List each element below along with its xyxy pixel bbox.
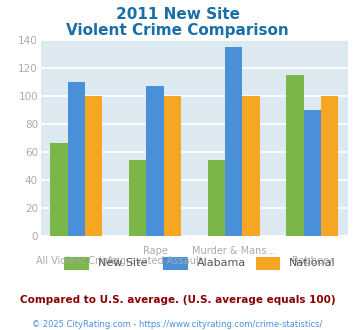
Bar: [321, 96, 338, 236]
Bar: [242, 96, 260, 236]
Text: Rape: Rape: [143, 246, 168, 256]
Text: Robbery: Robbery: [292, 256, 333, 266]
Text: 2011 New Site: 2011 New Site: [115, 7, 240, 22]
Text: National: National: [289, 258, 336, 268]
Bar: [304, 110, 321, 236]
Text: Murder & Mans...: Murder & Mans...: [192, 246, 275, 256]
Bar: [164, 96, 181, 236]
Text: New Site: New Site: [98, 258, 147, 268]
Text: Alabama: Alabama: [197, 258, 246, 268]
Text: All Violent Crime: All Violent Crime: [36, 256, 117, 266]
Bar: [286, 75, 304, 236]
Bar: [225, 47, 242, 236]
Text: Aggravated Assault: Aggravated Assault: [107, 256, 203, 266]
Bar: [146, 86, 164, 236]
Bar: [67, 82, 85, 236]
Bar: [208, 160, 225, 236]
Bar: [85, 96, 102, 236]
Text: Violent Crime Comparison: Violent Crime Comparison: [66, 23, 289, 38]
Bar: [129, 160, 146, 236]
Bar: [50, 144, 67, 236]
Text: Compared to U.S. average. (U.S. average equals 100): Compared to U.S. average. (U.S. average …: [20, 295, 335, 305]
Text: © 2025 CityRating.com - https://www.cityrating.com/crime-statistics/: © 2025 CityRating.com - https://www.city…: [32, 320, 323, 329]
